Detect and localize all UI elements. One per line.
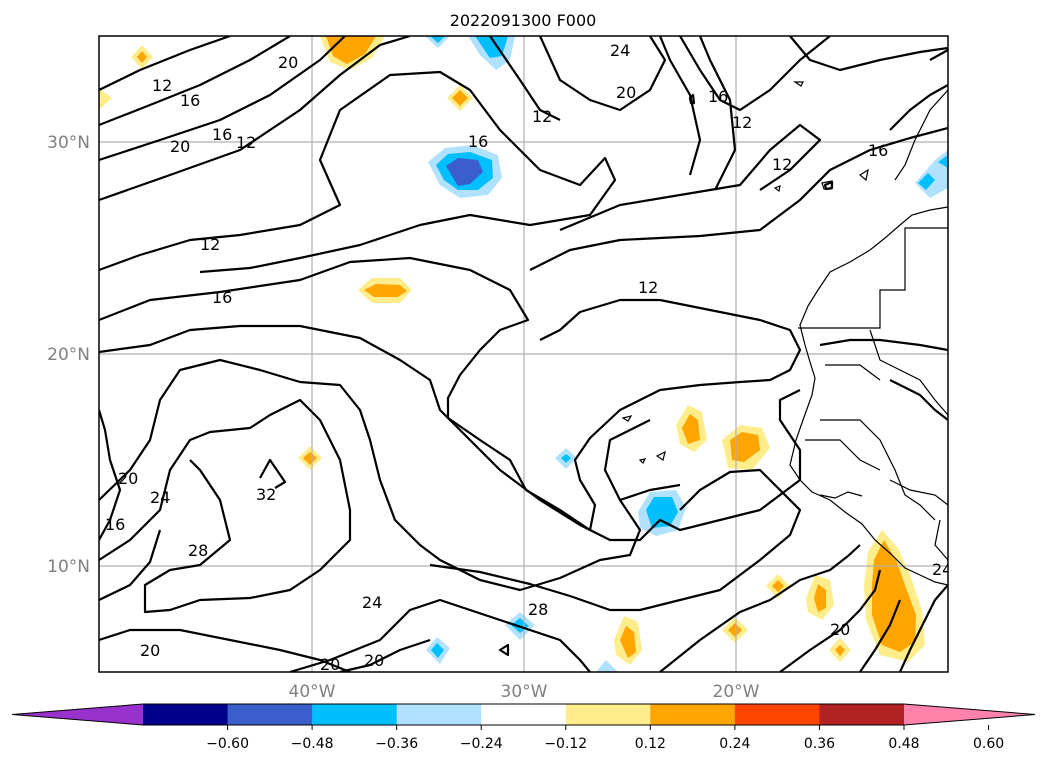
colorbar-under-arrow bbox=[12, 704, 143, 725]
contour-label: 20 bbox=[830, 620, 850, 639]
contour-label: 20 bbox=[118, 469, 138, 488]
contour-lines bbox=[99, 36, 948, 672]
colorbar-tick-label: −0.24 bbox=[460, 736, 503, 752]
contour-label: 16 bbox=[868, 141, 888, 160]
colorbar-tick-label: 0.36 bbox=[804, 736, 835, 752]
contour-label: 20 bbox=[170, 137, 190, 156]
contour-label: 12 bbox=[532, 107, 552, 126]
contour-label: 32 bbox=[256, 485, 276, 504]
contour-label: 20 bbox=[320, 655, 340, 674]
colorbar-segment bbox=[227, 704, 313, 725]
contour-label: 12 bbox=[236, 133, 256, 152]
contour-label: 24 bbox=[932, 560, 952, 579]
contour-label: 20 bbox=[278, 53, 298, 72]
colorbar-segment bbox=[481, 704, 567, 725]
coastlines bbox=[621, 81, 948, 586]
colorbar-tick-label: −0.48 bbox=[291, 736, 334, 752]
colorbar-tick-label: −0.60 bbox=[206, 736, 249, 752]
colorbar-segment bbox=[819, 704, 905, 725]
contour-label: 28 bbox=[528, 600, 548, 619]
plot-area: 12 16 20 16 12 20 24 20 16 16 12 12 12 1… bbox=[99, 36, 952, 674]
colorbar-outline bbox=[11, 703, 1036, 726]
contour-label: 12 bbox=[200, 235, 220, 254]
contour-label: 12 bbox=[638, 278, 658, 297]
colorbar-tick-label: −0.12 bbox=[544, 736, 587, 752]
colorbar-tick-label: −0.36 bbox=[375, 736, 418, 752]
lat-label: 20°N bbox=[47, 345, 90, 365]
colorbar-segment bbox=[565, 704, 651, 725]
contour-label: 12 bbox=[732, 113, 752, 132]
contour-label: 24 bbox=[362, 593, 382, 612]
colorbar-tick-label: 0.48 bbox=[888, 736, 919, 752]
grid-lines bbox=[99, 36, 948, 672]
colorbar-tick-label: 0.12 bbox=[635, 736, 666, 752]
colorbar-over-arrow bbox=[904, 704, 1035, 725]
lon-label: 20°W bbox=[713, 682, 760, 702]
colorbar-segment bbox=[143, 704, 229, 725]
map-frame bbox=[98, 35, 949, 673]
contour-label: 16 bbox=[708, 87, 728, 106]
colorbar-segment bbox=[396, 704, 482, 725]
lat-label: 30°N bbox=[47, 133, 90, 153]
contour-label: 16 bbox=[212, 125, 232, 144]
lon-label: 30°W bbox=[501, 682, 548, 702]
colorbar-segment bbox=[312, 704, 398, 725]
colorbar-tick-label: 0.60 bbox=[973, 736, 1004, 752]
contour-label: 12 bbox=[152, 76, 172, 95]
longitude-labels: 40°W 30°W 20°W bbox=[289, 682, 760, 702]
shaded-anomalies bbox=[99, 36, 948, 672]
colorbar: −0.60 −0.48 −0.36 −0.24 −0.12 0.12 0.24 0.36 0.4… bbox=[11, 703, 1036, 752]
contour-label: 20 bbox=[140, 641, 160, 660]
contour-label: 16 bbox=[212, 288, 232, 307]
contour-label: 28 bbox=[188, 541, 208, 560]
contour-label: 20 bbox=[364, 651, 384, 670]
contour-label: 24 bbox=[610, 41, 630, 60]
contour-label: 24 bbox=[150, 488, 170, 507]
contour-label: 20 bbox=[616, 83, 636, 102]
contour-label: 16 bbox=[180, 91, 200, 110]
colorbar-segment bbox=[734, 704, 820, 725]
contour-labels: 12 16 20 16 12 20 24 20 16 16 12 12 12 1… bbox=[105, 41, 952, 674]
contour-label: 12 bbox=[772, 155, 792, 174]
contour-label: 16 bbox=[468, 132, 488, 151]
colorbar-segment bbox=[650, 704, 736, 725]
map-title: 2022091300 F000 bbox=[450, 11, 597, 30]
lon-label: 40°W bbox=[289, 682, 336, 702]
contour-label: 16 bbox=[105, 515, 125, 534]
latitude-labels: 30°N 20°N 10°N bbox=[47, 133, 90, 577]
lat-label: 10°N bbox=[47, 557, 90, 577]
colorbar-tick-label: 0.24 bbox=[719, 736, 750, 752]
